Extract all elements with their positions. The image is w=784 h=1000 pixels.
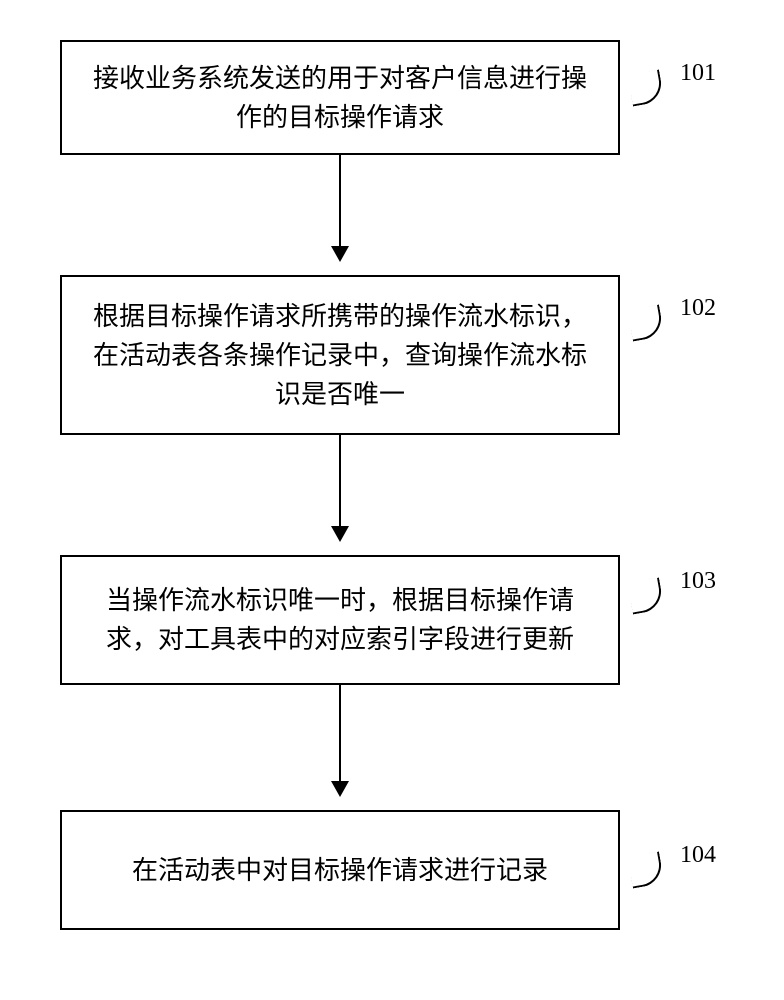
flow-arrow-1-2 bbox=[339, 155, 341, 260]
flowchart-canvas: 接收业务系统发送的用于对客户信息进行操作的目标操作请求 101 根据目标操作请求… bbox=[0, 0, 784, 1000]
flow-arrow-2-3 bbox=[339, 435, 341, 540]
flow-node-1: 接收业务系统发送的用于对客户信息进行操作的目标操作请求 bbox=[60, 40, 620, 155]
flow-node-4: 在活动表中对目标操作请求进行记录 bbox=[60, 810, 620, 930]
flow-node-4-callout bbox=[627, 851, 664, 888]
flow-node-3-label: 103 bbox=[680, 568, 716, 595]
flow-node-2-text: 根据目标操作请求所携带的操作流水标识，在活动表各条操作记录中，查询操作流水标识是… bbox=[82, 297, 598, 414]
flow-node-2: 根据目标操作请求所携带的操作流水标识，在活动表各条操作记录中，查询操作流水标识是… bbox=[60, 275, 620, 435]
flow-node-2-callout bbox=[627, 304, 664, 341]
flow-node-4-label: 104 bbox=[680, 842, 716, 869]
flow-node-1-callout bbox=[627, 69, 664, 106]
flow-node-3-text: 当操作流水标识唯一时，根据目标操作请求，对工具表中的对应索引字段进行更新 bbox=[82, 581, 598, 659]
flow-arrow-3-4 bbox=[339, 685, 341, 795]
flow-node-2-label: 102 bbox=[680, 295, 716, 322]
flow-node-1-label: 101 bbox=[680, 60, 716, 87]
flow-node-3: 当操作流水标识唯一时，根据目标操作请求，对工具表中的对应索引字段进行更新 bbox=[60, 555, 620, 685]
flow-node-4-text: 在活动表中对目标操作请求进行记录 bbox=[132, 851, 548, 890]
flow-node-3-callout bbox=[627, 577, 664, 614]
flow-node-1-text: 接收业务系统发送的用于对客户信息进行操作的目标操作请求 bbox=[82, 59, 598, 137]
